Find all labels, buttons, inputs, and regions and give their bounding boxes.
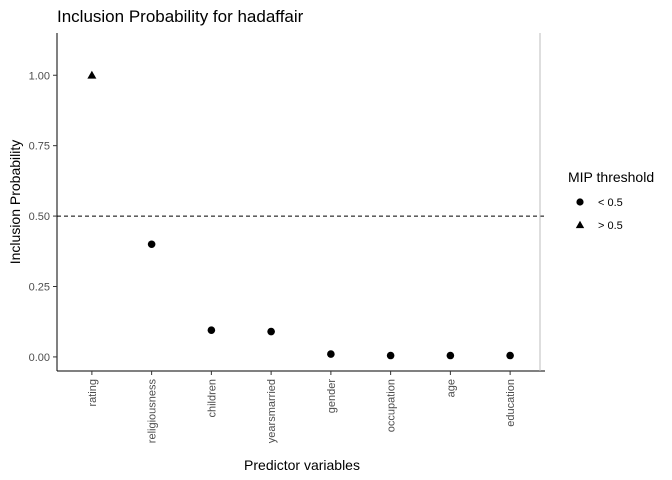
x-tick-label: children: [206, 379, 218, 418]
legend-label: > 0.5: [598, 220, 623, 232]
x-tick-label: gender: [326, 379, 338, 414]
y-tick-label: 0.00: [29, 352, 50, 364]
plot-area: 0.00 0.25 0.50 0.75 1.00 rating religiousness c…: [29, 33, 545, 443]
x-tick-label: occupation: [386, 379, 398, 432]
x-tick-label: education: [505, 379, 517, 427]
y-tick-label: 0.25: [29, 282, 50, 294]
data-point-circle: [267, 327, 275, 336]
data-point-circle: [207, 326, 216, 334]
x-tick-label: age: [445, 379, 457, 397]
x-tick-label: religiousness: [147, 379, 159, 444]
data-point-circle: [506, 351, 514, 360]
y-tick-label: 0.50: [29, 211, 50, 223]
legend-title: MIP threshold: [568, 169, 654, 185]
x-tick-label: rating: [87, 379, 99, 407]
data-point-circle: [147, 240, 156, 249]
y-axis-title: Inclusion Probability: [7, 140, 23, 265]
data-point-circle: [327, 350, 335, 358]
data-point-circle: [386, 351, 395, 360]
legend-key-triangle: [575, 220, 585, 229]
data-point-circle: [446, 351, 455, 360]
legend-key-circle: [576, 198, 584, 206]
legend-label: < 0.5: [598, 197, 623, 209]
legend: MIP threshold < 0.5 > 0.5: [568, 169, 654, 232]
x-axis-title: Predictor variables: [244, 457, 360, 473]
chart-title: Inclusion Probability for hadaffair: [57, 7, 304, 26]
data-point-triangle: [87, 70, 97, 79]
y-tick-label: 0.75: [29, 141, 50, 153]
x-tick-label: yearsmarried: [266, 379, 278, 443]
y-tick-label: 1.00: [29, 70, 50, 82]
